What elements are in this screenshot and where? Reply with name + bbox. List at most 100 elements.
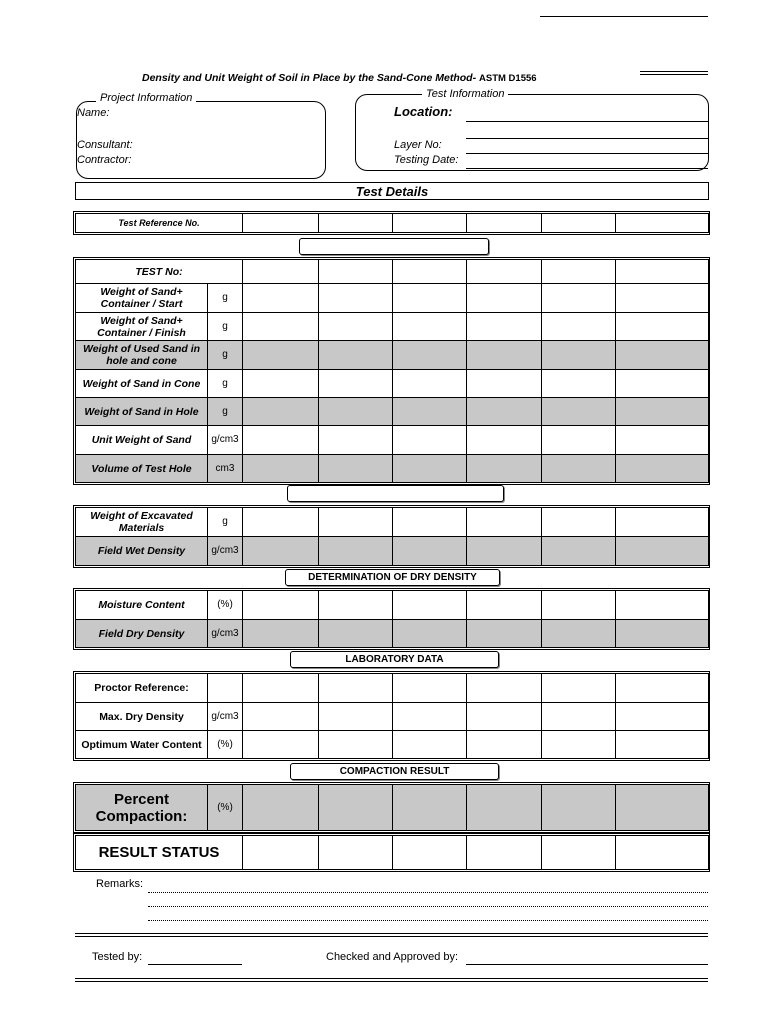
data-cell[interactable]: [615, 536, 709, 566]
data-cell[interactable]: [318, 507, 393, 537]
data-cell[interactable]: [392, 259, 467, 284]
location-field[interactable]: [466, 121, 708, 122]
data-cell[interactable]: [541, 397, 616, 426]
data-cell[interactable]: [392, 397, 467, 426]
data-cell[interactable]: [541, 835, 616, 870]
approved-by-field[interactable]: [466, 964, 708, 965]
test-reference-cell[interactable]: [242, 213, 319, 233]
data-cell[interactable]: [318, 369, 393, 398]
data-cell[interactable]: [541, 619, 616, 648]
data-cell[interactable]: [318, 312, 393, 341]
data-cell[interactable]: [392, 340, 467, 370]
data-cell[interactable]: [318, 454, 393, 483]
data-cell[interactable]: [615, 397, 709, 426]
data-cell[interactable]: [392, 425, 467, 455]
data-cell[interactable]: [242, 283, 319, 313]
data-cell[interactable]: [392, 835, 467, 870]
data-cell[interactable]: [615, 507, 709, 537]
data-cell[interactable]: [392, 369, 467, 398]
data-cell[interactable]: [466, 283, 542, 313]
layer-field[interactable]: [466, 153, 708, 154]
data-cell[interactable]: [392, 730, 467, 759]
data-cell[interactable]: [392, 702, 467, 731]
test-reference-cell[interactable]: [615, 213, 709, 233]
data-cell[interactable]: [392, 507, 467, 537]
data-cell[interactable]: [242, 454, 319, 483]
data-cell[interactable]: [318, 340, 393, 370]
data-cell[interactable]: [615, 673, 709, 703]
location-field-2[interactable]: [466, 138, 708, 139]
data-cell[interactable]: [242, 730, 319, 759]
data-cell[interactable]: [318, 536, 393, 566]
data-cell[interactable]: [541, 507, 616, 537]
data-cell[interactable]: [466, 259, 542, 284]
data-cell[interactable]: [318, 730, 393, 759]
data-cell[interactable]: [615, 283, 709, 313]
data-cell[interactable]: [541, 312, 616, 341]
data-cell[interactable]: [541, 673, 616, 703]
data-cell[interactable]: [242, 369, 319, 398]
data-cell[interactable]: [242, 784, 319, 831]
data-cell[interactable]: [392, 619, 467, 648]
data-cell[interactable]: [466, 619, 542, 648]
data-cell[interactable]: [615, 619, 709, 648]
data-cell[interactable]: [318, 673, 393, 703]
data-cell[interactable]: [615, 454, 709, 483]
data-cell[interactable]: [615, 702, 709, 731]
data-cell[interactable]: [318, 702, 393, 731]
data-cell[interactable]: [541, 340, 616, 370]
test-reference-cell[interactable]: [392, 213, 467, 233]
data-cell[interactable]: [466, 784, 542, 831]
data-cell[interactable]: [318, 283, 393, 313]
date-field[interactable]: [466, 168, 708, 169]
data-cell[interactable]: [392, 312, 467, 341]
data-cell[interactable]: [242, 590, 319, 620]
data-cell[interactable]: [541, 425, 616, 455]
data-cell[interactable]: [466, 507, 542, 537]
data-cell[interactable]: [615, 835, 709, 870]
data-cell[interactable]: [242, 536, 319, 566]
data-cell[interactable]: [466, 340, 542, 370]
data-cell[interactable]: [466, 369, 542, 398]
data-cell[interactable]: [541, 730, 616, 759]
data-cell[interactable]: [615, 425, 709, 455]
data-cell[interactable]: [318, 425, 393, 455]
tested-by-field[interactable]: [148, 964, 242, 965]
data-cell[interactable]: [466, 425, 542, 455]
data-cell[interactable]: [615, 259, 709, 284]
test-reference-cell[interactable]: [466, 213, 542, 233]
data-cell[interactable]: [466, 454, 542, 483]
data-cell[interactable]: [242, 619, 319, 648]
data-cell[interactable]: [242, 835, 319, 870]
data-cell[interactable]: [466, 730, 542, 759]
test-reference-cell[interactable]: [318, 213, 393, 233]
data-cell[interactable]: [466, 312, 542, 341]
data-cell[interactable]: [392, 454, 467, 483]
data-cell[interactable]: [541, 536, 616, 566]
data-cell[interactable]: [242, 312, 319, 341]
data-cell[interactable]: [242, 340, 319, 370]
data-cell[interactable]: [466, 397, 542, 426]
data-cell[interactable]: [242, 673, 319, 703]
data-cell[interactable]: [318, 784, 393, 831]
data-cell[interactable]: [242, 507, 319, 537]
data-cell[interactable]: [615, 590, 709, 620]
remarks-line-3[interactable]: [148, 920, 708, 921]
data-cell[interactable]: [541, 283, 616, 313]
data-cell[interactable]: [318, 590, 393, 620]
data-cell[interactable]: [541, 259, 616, 284]
data-cell[interactable]: [242, 425, 319, 455]
data-cell[interactable]: [466, 673, 542, 703]
data-cell[interactable]: [541, 454, 616, 483]
data-cell[interactable]: [392, 590, 467, 620]
data-cell[interactable]: [318, 835, 393, 870]
data-cell[interactable]: [541, 702, 616, 731]
data-cell[interactable]: [318, 619, 393, 648]
data-cell[interactable]: [392, 673, 467, 703]
data-cell[interactable]: [615, 784, 709, 831]
data-cell[interactable]: [392, 784, 467, 831]
data-cell[interactable]: [242, 259, 319, 284]
data-cell[interactable]: [392, 283, 467, 313]
data-cell[interactable]: [615, 369, 709, 398]
data-cell[interactable]: [615, 340, 709, 370]
